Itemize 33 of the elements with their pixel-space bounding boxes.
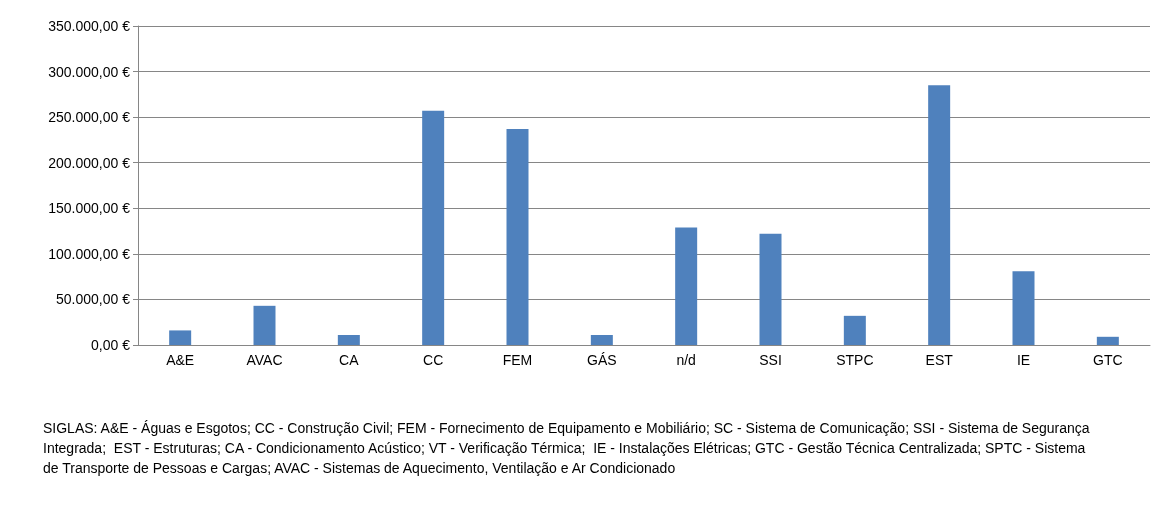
x-tick-label: GTC (1093, 352, 1123, 368)
x-tick-label: CA (339, 352, 360, 368)
x-tick-label: GÁS (587, 352, 617, 368)
x-tick-label: SSI (759, 352, 782, 368)
y-tick-label: 200.000,00 € (48, 154, 131, 171)
y-tick-label: 100.000,00 € (48, 245, 131, 262)
bar (337, 334, 360, 345)
bar (843, 315, 866, 345)
x-tick-label: IE (1016, 352, 1031, 368)
x-tick-label: STPC (836, 352, 874, 368)
y-tick-label: 0,00 € (91, 337, 131, 353)
bar (590, 334, 613, 345)
x-tick-label: FEM (502, 352, 533, 368)
x-tick-label: CC (423, 352, 444, 368)
x-tick-label: n/d (676, 352, 696, 368)
bar (169, 330, 192, 345)
x-tick-label: A&E (166, 352, 195, 368)
x-tick-label: EST (925, 352, 954, 368)
bar (759, 233, 782, 345)
bar (1012, 271, 1035, 345)
y-tick-label: 150.000,00 € (48, 200, 131, 217)
bar (1096, 336, 1119, 345)
y-tick-label: 50.000,00 € (56, 291, 131, 308)
y-tick-label: 300.000,00 € (48, 63, 131, 80)
y-tick-label: 250.000,00 € (48, 109, 131, 126)
bar (928, 85, 951, 345)
text: SIGLAS: A&E - Águas e Esgotos; CC - Construção Civil; FEM - Fornecimento de Equipamento e Mobiliário; SC - Sistema de Comunicação; SSI - Sistema de Segurança Integrada; EST - Estruturas; CA - Condicionamento Acústico; VT - Verificação Térmica; IE - Instalações Elétricas; GTC - Gestão Técnica Centralizada; SPTC - Sistema de Transporte de Pessoas e Cargas; AVAC - Sistemas de Aquecimento, Ventilação e Ar Condicionado (43, 420, 1094, 476)
bar (253, 305, 276, 345)
bar (675, 227, 698, 345)
y-tick-label: 350.000,00 € (48, 18, 131, 34)
x-tick-label: AVAC (246, 352, 283, 368)
bar (422, 110, 445, 345)
bar (506, 128, 529, 345)
